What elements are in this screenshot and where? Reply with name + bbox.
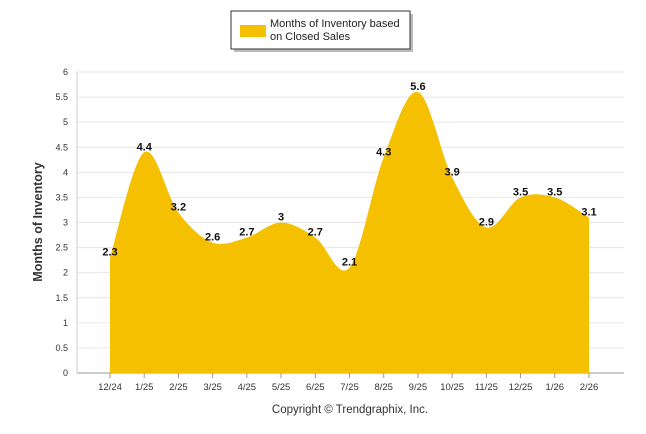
x-tick-label: 4/25 (238, 382, 257, 393)
x-tick-label: 12/24 (98, 382, 122, 393)
copyright-footer: Copyright © Trendgraphix, Inc. (272, 404, 428, 416)
y-axis-ticks: 0 0.5 1 1.5 2 2.5 3 3.5 4 4.5 5 5.5 6 (55, 67, 68, 378)
inventory-area (110, 91, 589, 374)
x-axis-ticks: 12/24 1/25 2/25 3/25 4/25 5/25 6/25 7/25 8/25 9/2… (98, 373, 598, 393)
data-label: 2.6 (205, 232, 220, 244)
legend-label-line2: on Closed Sales (270, 31, 351, 43)
y-tick-label: 3 (63, 218, 68, 228)
data-labels: 2.3 4.4 3.2 2.6 2.7 3 2.7 2.1 4.3 5.6 3.9 2.9 3.5 3.5… (102, 81, 596, 269)
y-tick-label: 5 (63, 117, 68, 127)
x-tick-label: 5/25 (272, 382, 291, 393)
y-tick-label: 2 (63, 268, 68, 278)
data-label: 3.2 (171, 201, 186, 213)
x-tick-label: 8/25 (374, 382, 393, 393)
data-label: 4.3 (376, 146, 391, 158)
x-tick-label: 3/25 (203, 382, 222, 393)
y-tick-label: 4.5 (55, 142, 68, 152)
x-tick-label: 2/26 (580, 382, 599, 393)
x-tick-label: 1/26 (546, 382, 565, 393)
legend-label-line1: Months of Inventory based (270, 18, 400, 30)
data-label: 3.5 (547, 186, 562, 198)
y-tick-label: 2.5 (55, 243, 68, 253)
y-tick-label: 0 (63, 368, 68, 378)
x-tick-label: 9/25 (409, 382, 428, 393)
data-label: 2.7 (239, 227, 254, 239)
data-label: 2.9 (479, 217, 494, 229)
data-label: 2.1 (342, 257, 357, 269)
legend[interactable]: Months of Inventory based on Closed Sale… (230, 10, 413, 52)
x-tick-label: 1/25 (135, 382, 154, 393)
data-label: 5.6 (410, 81, 425, 93)
legend-swatch (240, 25, 266, 37)
data-label: 3 (278, 212, 284, 224)
y-tick-label: 5.5 (55, 92, 68, 102)
y-tick-label: 1 (63, 318, 68, 328)
data-label: 3.1 (581, 206, 596, 218)
x-tick-label: 12/25 (509, 382, 533, 393)
x-tick-label: 6/25 (306, 382, 325, 393)
y-tick-label: 0.5 (55, 343, 68, 353)
x-tick-label: 2/25 (169, 382, 188, 393)
data-label: 3.9 (444, 166, 459, 178)
y-tick-label: 3.5 (55, 192, 68, 202)
y-tick-label: 6 (63, 67, 68, 77)
y-tick-label: 4 (63, 167, 68, 177)
data-label: 4.4 (137, 141, 153, 153)
y-tick-label: 1.5 (55, 293, 68, 303)
data-label: 3.5 (513, 186, 528, 198)
data-label: 2.7 (308, 227, 323, 239)
x-tick-label: 7/25 (340, 382, 359, 393)
x-tick-label: 10/25 (440, 382, 464, 393)
y-axis-title: Months of Inventory (31, 162, 45, 281)
x-tick-label: 11/25 (475, 382, 498, 393)
data-label: 2.3 (102, 247, 117, 259)
